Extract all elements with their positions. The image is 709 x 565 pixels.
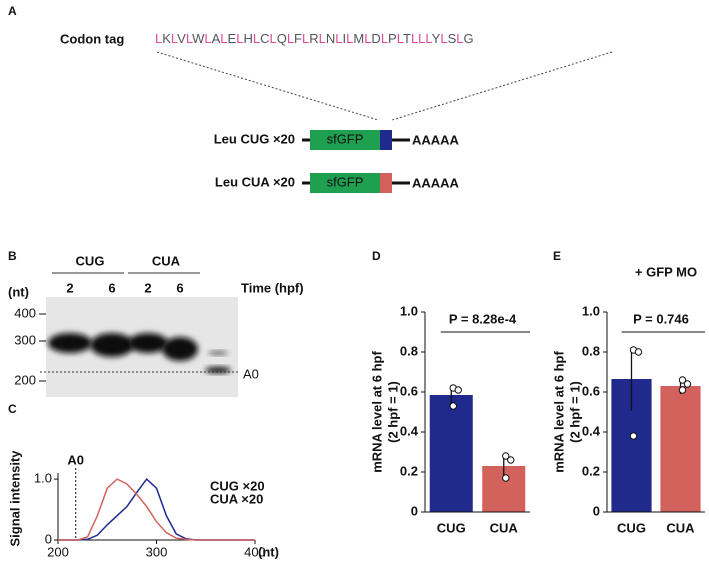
gel-band [48, 333, 92, 353]
lane-label: 6 [108, 280, 115, 295]
y-axis-label: Signal intensity [7, 450, 22, 547]
y-tick-label: 1.0 [582, 303, 600, 318]
y-axis-label: mRNA level at 6 hpf [369, 351, 384, 473]
panel-label: E [553, 249, 561, 263]
band-label: A0 [243, 366, 259, 381]
y-axis-label: (2 hpf = 1) [567, 381, 582, 443]
gene-name: sfGFP [327, 131, 364, 146]
gene-box [310, 130, 380, 150]
x-tick-label: CUA [666, 520, 695, 535]
y-tick-label: 0.8 [582, 343, 600, 358]
codon-tag-label: Codon tag [60, 31, 124, 46]
dashed-guide [156, 51, 379, 121]
gene-name: sfGFP [327, 174, 364, 189]
panel-label: A [8, 4, 17, 18]
size-marker: 300 [14, 332, 36, 347]
x-tick-label: CUG [437, 520, 466, 535]
y-tick-label: 0 [45, 531, 52, 546]
gel-band [128, 333, 168, 353]
y-tick-label: 0.4 [582, 423, 601, 438]
poly-a-tail: AAAAA [412, 175, 460, 190]
x-tick-label: 200 [47, 544, 69, 559]
data-point [634, 348, 643, 356]
y-tick-label: 0.2 [400, 463, 418, 478]
lane-label: 2 [66, 280, 73, 295]
panel-label: C [8, 402, 17, 416]
data-point [678, 386, 687, 394]
tag-box [380, 173, 392, 193]
group-name: CUG [76, 253, 105, 268]
y-tick-label: 1.0 [34, 471, 52, 486]
group-name: CUA [152, 253, 181, 268]
gel-band [90, 333, 134, 357]
bar [660, 386, 701, 512]
data-point [678, 376, 687, 384]
annotation: A0 [67, 452, 84, 467]
size-marker: 200 [14, 372, 36, 387]
tag-box [380, 130, 392, 150]
data-point [502, 452, 510, 460]
data-point [454, 386, 462, 394]
series-line [58, 478, 255, 541]
codon-tag-sequence: LKLVLWLALELHLCLQLFLRLNLILMLDLPLTLLLYLSLG [155, 31, 474, 46]
y-tick-label: 0 [411, 503, 418, 518]
x-tick-label: 400 [244, 544, 266, 559]
y-axis-label: mRNA level at 6 hpf [551, 351, 566, 473]
bar [429, 395, 473, 512]
size-marker: 400 [14, 305, 36, 320]
size-unit: (nt) [8, 284, 29, 299]
lane-label: 6 [176, 280, 183, 295]
y-tick-label: 0.2 [582, 463, 600, 478]
legend-entry: CUG ×20 [210, 478, 265, 493]
gel-band [208, 351, 228, 355]
y-tick-label: 0.8 [400, 343, 418, 358]
y-tick-label: 0.6 [582, 383, 600, 398]
x-tick-label: CUA [490, 520, 519, 535]
lane-label: 2 [144, 280, 151, 295]
y-tick-label: 1.0 [400, 303, 418, 318]
x-axis-label: (nt) [258, 544, 279, 559]
legend-entry: CUA ×20 [210, 491, 263, 506]
data-point [502, 474, 510, 482]
construct-name: Leu CUG ×20 [214, 131, 295, 146]
gel-band [162, 337, 198, 361]
y-tick-label: 0.6 [400, 383, 418, 398]
chart-title: + GFP MO [635, 264, 697, 279]
y-tick-label: 0.4 [400, 423, 419, 438]
panel-label: D [372, 249, 381, 263]
dashed-guide [391, 51, 613, 121]
panel-label: B [8, 249, 17, 263]
data-point [629, 432, 638, 440]
data-point [683, 380, 692, 388]
x-tick-label: 300 [146, 544, 168, 559]
construct-name: Leu CUA ×20 [215, 174, 295, 189]
p-value: P = 0.746 [633, 311, 689, 326]
data-point [507, 456, 515, 464]
x-tick-label: CUG [617, 520, 646, 535]
time-label: Time (hpf) [241, 280, 304, 295]
p-value: P = 8.28e-4 [449, 311, 517, 326]
poly-a-tail: AAAAA [412, 132, 460, 147]
y-tick-label: 0 [593, 503, 600, 518]
y-axis-label: (2 hpf = 1) [385, 381, 400, 443]
gene-box [310, 173, 380, 193]
data-point [449, 402, 457, 410]
